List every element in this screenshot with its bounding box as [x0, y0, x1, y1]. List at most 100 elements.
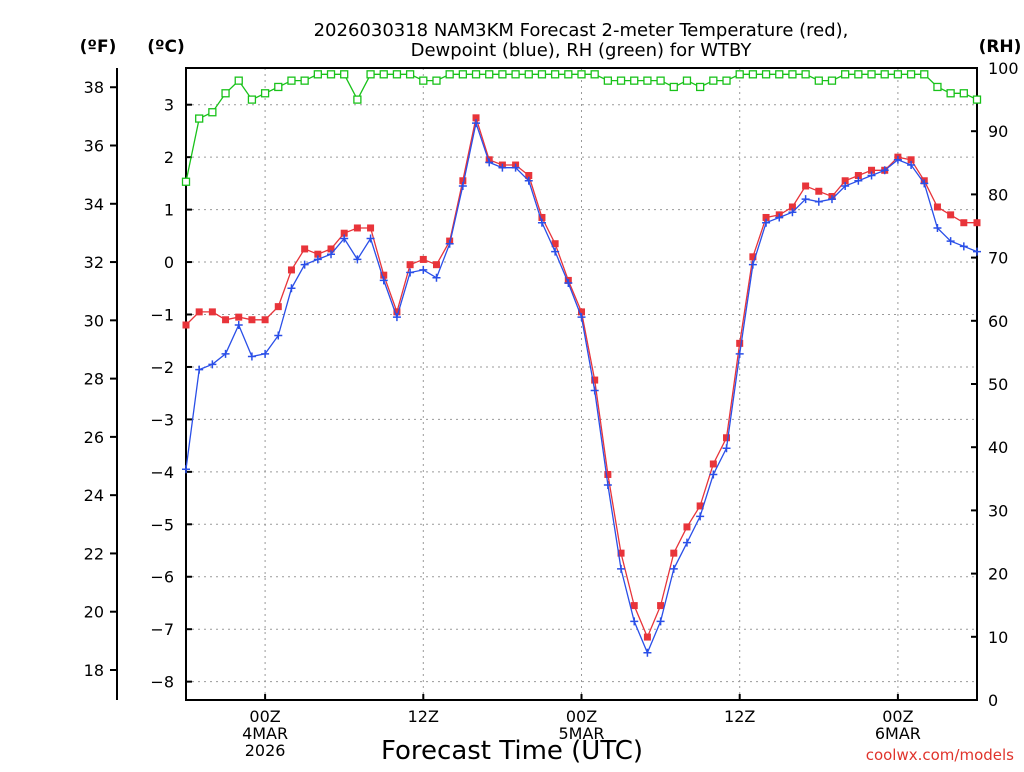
- rh-point: [630, 76, 639, 85]
- temperature-point: [235, 313, 243, 321]
- dewpoint-point: [867, 171, 876, 180]
- fahrenheit-tick-label: 24: [84, 486, 104, 505]
- celsius-tick-label: −3: [150, 410, 174, 429]
- dewpoint-point: [669, 564, 678, 573]
- dewpoint-point: [827, 195, 836, 204]
- temperature-point: [261, 316, 269, 324]
- dewpoint-point: [880, 166, 889, 175]
- x-tick-label: 00Z: [566, 707, 597, 726]
- temperature-point: [314, 250, 322, 258]
- temperature-point: [274, 303, 282, 311]
- temperature-point: [973, 219, 981, 227]
- dewpoint-point: [854, 176, 863, 185]
- temperature-point: [208, 308, 216, 316]
- dewpoint-point: [261, 349, 270, 358]
- dewpoint-point: [682, 538, 691, 547]
- temperature-point: [947, 211, 955, 219]
- temperature-point: [432, 261, 440, 269]
- x-tick-label: 5MAR: [558, 724, 604, 743]
- dewpoint-point: [445, 239, 454, 248]
- temperature-point: [353, 224, 361, 232]
- temperature-point: [709, 460, 717, 468]
- rh-point: [274, 82, 283, 92]
- dewpoint-point: [353, 255, 362, 264]
- dewpoint-point: [564, 279, 573, 288]
- temperature-point: [340, 229, 348, 237]
- dewpoint-point: [208, 360, 217, 369]
- rh-point: [761, 70, 771, 79]
- celsius-tick-label: −1: [150, 306, 174, 325]
- temperature-point: [419, 255, 427, 263]
- temperature-point: [960, 219, 968, 227]
- rh-point: [841, 70, 850, 79]
- dewpoint-point: [907, 161, 916, 170]
- dewpoint-point: [551, 247, 560, 256]
- rh-point: [445, 70, 454, 79]
- temperature-point: [683, 523, 691, 531]
- rh-tick-label: 100: [988, 59, 1019, 78]
- rh-point: [458, 70, 468, 79]
- temperature-point: [907, 156, 915, 164]
- rh-point: [972, 95, 982, 104]
- rh-point: [550, 70, 560, 79]
- dewpoint-point: [748, 260, 757, 269]
- temperature-point: [406, 261, 414, 269]
- dewpoint-point: [590, 386, 599, 395]
- temperature-point: [670, 549, 678, 557]
- rh-point: [893, 70, 903, 79]
- fahrenheit-tick-label: 30: [84, 311, 104, 330]
- celsius-tick-label: −4: [150, 463, 174, 482]
- rh-point: [590, 70, 599, 79]
- temperature-point: [933, 203, 941, 211]
- celsius-unit-label: (ºC): [147, 37, 185, 57]
- chart-title-line2: Dewpoint (blue), RH (green) for WTBY: [411, 40, 753, 61]
- rh-point: [485, 70, 494, 79]
- rh-point: [616, 76, 626, 85]
- rh-point: [577, 70, 586, 79]
- rh-point: [682, 76, 692, 85]
- dewpoint-point: [656, 617, 665, 626]
- temperature-point: [643, 633, 651, 641]
- rh-point: [432, 76, 441, 85]
- x-tick-label: 00Z: [882, 707, 913, 726]
- x-tick-label: 2026: [245, 741, 286, 760]
- temperature-point: [301, 245, 309, 253]
- temperature-point: [578, 308, 585, 316]
- x-tick-label: 4MAR: [242, 724, 288, 743]
- dewpoint-point: [775, 213, 784, 222]
- dewpoint-point: [313, 255, 322, 264]
- rh-point: [696, 82, 705, 92]
- rh-point: [656, 76, 665, 85]
- x-tick-label: 12Z: [724, 707, 755, 726]
- dewpoint-point: [498, 163, 507, 172]
- dewpoint-point: [946, 237, 955, 246]
- celsius-tick-label: 1: [164, 201, 174, 220]
- fahrenheit-tick-label: 36: [84, 137, 104, 156]
- fahrenheit-tick-label: 22: [84, 544, 104, 563]
- rh-tick-label: 90: [988, 122, 1008, 141]
- rh-point: [788, 70, 797, 79]
- rh-point: [498, 70, 507, 79]
- dewpoint-point: [920, 179, 929, 188]
- x-tick-label: 12Z: [408, 707, 439, 726]
- rh-point: [959, 89, 968, 98]
- dewpoint-point: [617, 564, 626, 573]
- rh-point: [300, 76, 309, 85]
- dewpoint-point: [379, 276, 388, 285]
- rh-point: [287, 76, 296, 85]
- dewpoint-point: [933, 223, 942, 232]
- temperature-point: [854, 172, 862, 180]
- rh-tick-label: 0: [988, 691, 998, 710]
- dewpoint-point: [696, 512, 705, 521]
- dewpoint-point: [511, 163, 520, 172]
- temperature-point: [657, 602, 665, 610]
- fahrenheit-unit-label: (ºF): [80, 37, 117, 57]
- rh-point: [722, 76, 731, 85]
- dewpoint-point: [406, 268, 415, 277]
- rh-tick-label: 70: [988, 249, 1008, 268]
- x-tick-label: 00Z: [249, 707, 280, 726]
- dewpoint-point: [221, 349, 230, 358]
- rh-point: [326, 70, 336, 79]
- credit-text: coolwx.com/models: [866, 746, 1014, 764]
